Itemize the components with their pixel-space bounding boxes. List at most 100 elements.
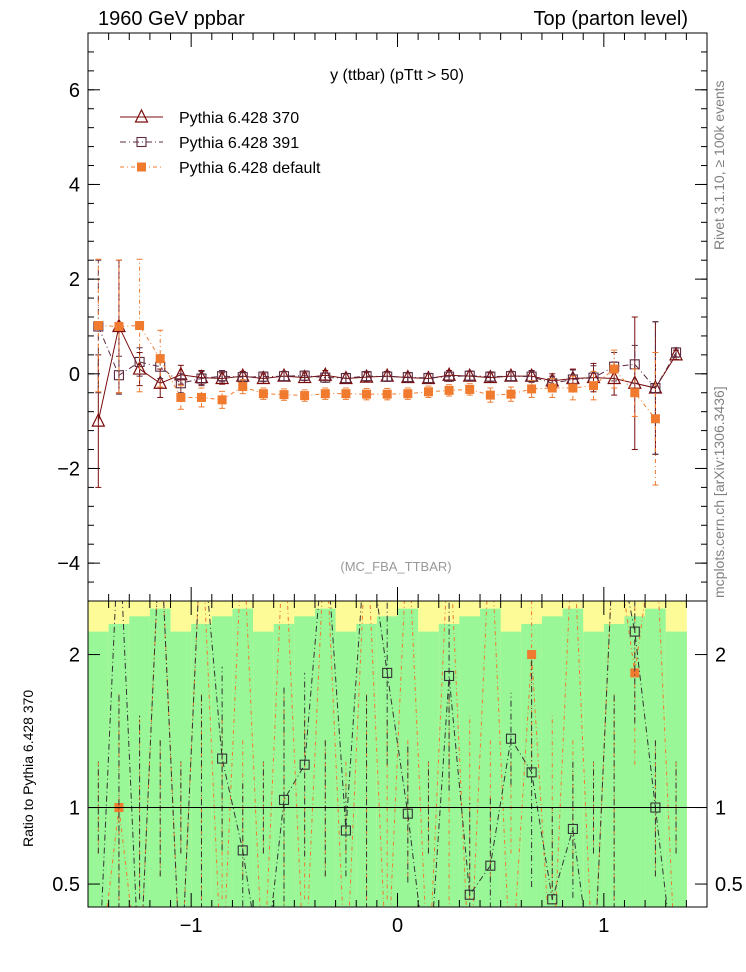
ratio-ytick-label: 1	[69, 798, 80, 820]
data-point-marker	[630, 388, 640, 398]
ytick-label: −2	[57, 458, 80, 480]
series-line	[98, 325, 656, 420]
data-point-marker	[607, 370, 622, 385]
data-point-marker	[423, 373, 434, 384]
data-point-marker	[485, 860, 496, 871]
data-point-marker	[547, 894, 558, 905]
data-point-marker	[402, 372, 413, 383]
data-point-marker	[629, 626, 640, 637]
data-point-marker	[155, 354, 165, 364]
data-point-marker	[196, 373, 207, 384]
data-point-marker	[465, 384, 475, 394]
legend-label: Pythia 6.428 default	[179, 160, 321, 177]
data-point-marker	[527, 384, 537, 394]
data-point-marker	[444, 385, 454, 395]
ytick-label: −4	[57, 553, 80, 575]
header-left: 1960 GeV ppbar	[98, 8, 245, 30]
data-point-marker	[299, 370, 310, 381]
ratio-series-line	[106, 601, 674, 907]
data-point-marker	[485, 390, 495, 400]
data-point-marker	[217, 371, 228, 382]
data-point-marker	[382, 667, 393, 678]
data-point-marker	[402, 808, 413, 819]
data-point-marker	[669, 346, 684, 361]
watermark: (MC_FBA_TTBAR)	[340, 559, 451, 574]
data-point-marker	[382, 371, 393, 382]
data-point-marker	[215, 370, 230, 385]
data-point-marker	[526, 767, 537, 778]
data-point-marker	[526, 371, 537, 382]
data-point-marker	[135, 321, 145, 331]
data-point-marker	[297, 369, 312, 384]
data-point-marker	[217, 753, 228, 764]
data-point-marker	[505, 371, 517, 382]
data-point-marker	[505, 733, 517, 744]
ratio-band-green	[232, 608, 254, 907]
data-point-marker	[279, 390, 289, 400]
data-point-marker	[400, 369, 415, 384]
data-point-marker	[320, 389, 330, 399]
series-line	[97, 326, 677, 389]
data-point-marker	[278, 794, 290, 805]
ratio-ytick-label: 2	[69, 645, 80, 667]
ratio-ytick-label: 2	[715, 645, 726, 667]
data-point-marker	[340, 373, 351, 384]
data-point-marker	[153, 374, 168, 389]
legend: Pythia 6.428 370 Pythia 6.428 391 Pythia 6…	[120, 108, 321, 177]
data-point-marker	[485, 371, 496, 382]
data-point-marker	[217, 395, 227, 405]
data-point-marker	[258, 371, 269, 382]
legend-label: Pythia 6.428 391	[179, 135, 299, 152]
data-point-marker	[175, 378, 186, 389]
header-right: Top (parton level)	[533, 8, 688, 30]
ytick-label: 4	[69, 174, 80, 196]
data-point-marker	[93, 321, 103, 331]
data-point-marker	[421, 370, 436, 385]
data-point-marker	[382, 389, 392, 399]
data-point-marker	[403, 389, 413, 399]
data-point-marker	[237, 845, 248, 856]
data-point-marker	[340, 825, 351, 836]
data-point-marker	[609, 364, 619, 374]
ratio-band-green	[459, 616, 481, 907]
ratio-ytick-label: 0.5	[52, 874, 80, 896]
ytick-label: 6	[69, 80, 80, 102]
ratio-band-green	[541, 616, 564, 907]
xtick-label: −1	[180, 915, 203, 937]
chart-title: y (ttbar) (pTtt > 50)	[330, 67, 464, 84]
legend-label: Pythia 6.428 370	[179, 110, 299, 127]
ratio-ylabel: Ratio to Pythia 6.428 370	[20, 690, 36, 847]
ratio-band-green	[397, 608, 419, 907]
ratio-band-green	[129, 616, 151, 907]
data-point-marker	[278, 371, 290, 382]
data-point-marker	[506, 389, 516, 399]
data-point-marker	[299, 759, 310, 770]
data-point-marker	[114, 321, 124, 331]
data-point-marker	[589, 381, 599, 391]
data-point-marker	[464, 889, 475, 900]
data-point-marker	[134, 108, 149, 123]
data-point-marker	[567, 823, 578, 835]
data-point-marker	[176, 392, 186, 402]
xtick-label: 1	[598, 915, 609, 937]
data-point-marker	[527, 650, 537, 660]
data-point-marker	[91, 412, 106, 427]
data-point-marker	[464, 370, 475, 381]
data-point-marker	[444, 670, 455, 682]
data-point-marker	[258, 389, 268, 399]
data-point-marker	[341, 389, 351, 399]
data-point-marker	[300, 391, 310, 401]
ytick-label: 2	[69, 269, 80, 291]
xtick-label: 0	[392, 915, 403, 937]
data-point-marker	[462, 367, 477, 382]
data-point-marker	[568, 383, 578, 393]
data-point-marker	[650, 414, 660, 424]
ytick-label: 0	[69, 364, 80, 386]
data-point-marker	[444, 371, 455, 382]
data-point-marker	[361, 371, 372, 382]
side-label-mcplots: mcplots.cern.ch [arXiv:1306.3436]	[711, 386, 727, 598]
ratio-ytick-label: 0.5	[715, 874, 743, 896]
data-point-marker	[137, 162, 146, 172]
side-label-rivet: Rivet 3.1.10, ≥ 100k events	[711, 80, 727, 250]
